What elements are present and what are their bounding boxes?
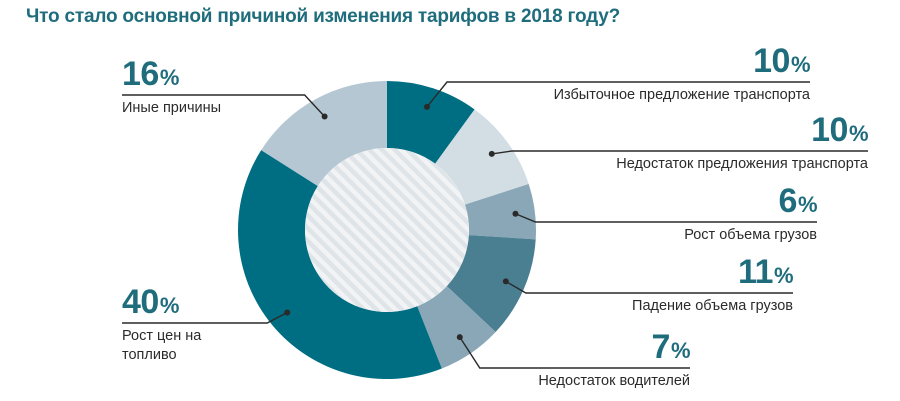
donut-slice [446, 235, 536, 332]
leader-line [491, 150, 868, 155]
donut-slice [435, 109, 529, 205]
slice-label: 10% Недостаток предложения транспорта [616, 113, 868, 174]
slice-value: 40% [122, 285, 222, 323]
slice-value-unit: % [797, 192, 818, 217]
leader-dot [456, 334, 463, 341]
slice-value: 6% [684, 182, 818, 222]
slice-label: 6% Рост объема грузов [684, 184, 817, 245]
leader-dot [512, 210, 519, 217]
slice-value-unit: % [773, 263, 794, 288]
slice-value-number: 7 [651, 328, 671, 366]
leader-line [515, 213, 817, 223]
leader-line [122, 94, 326, 117]
donut-slice [387, 81, 475, 164]
slice-label-text: Недостаток предложения транспорта [616, 156, 868, 172]
donut-slice [238, 150, 442, 379]
leader-dot [488, 150, 495, 157]
slice-label: 11% Падение объема грузов [632, 255, 793, 316]
slice-value-unit: % [790, 52, 811, 77]
leader-line [426, 81, 810, 108]
slice-label: 40% Рост цен на топливо [122, 285, 222, 365]
donut-slice [417, 286, 496, 369]
slice-label-text: Иные причины [122, 100, 222, 116]
slice-value: 11% [632, 253, 794, 293]
slice-label-text: Рост объема грузов [684, 227, 817, 243]
slice-label: 7% Недостаток водителей [538, 330, 690, 391]
slice-value: 16% [122, 57, 221, 95]
slice-value-unit: % [670, 338, 691, 363]
leader-dot [284, 309, 291, 316]
slice-value-number: 16 [122, 55, 159, 93]
donut-slice [464, 183, 536, 240]
slice-label-text: Избыточное предложение транспорта [553, 87, 810, 103]
leader-dot [424, 103, 431, 110]
chart-title: Что стало основной причиной изменения та… [26, 6, 620, 27]
slice-value-unit: % [159, 65, 180, 90]
slice-label-text: Падение объема грузов [632, 298, 793, 314]
slice-value: 10% [616, 113, 868, 151]
slice-value: 10% [554, 44, 810, 82]
donut-center [305, 148, 469, 312]
slice-value: 7% [538, 328, 691, 368]
slice-label: 10% Избыточное предложение транспорта [553, 44, 811, 105]
slice-value-unit: % [159, 293, 180, 318]
leader-line [122, 311, 288, 324]
slice-label: 16% Иные причины [122, 57, 221, 118]
slice-value-number: 10 [811, 111, 848, 149]
slice-value-number: 40 [122, 283, 159, 321]
leader-line [459, 336, 690, 369]
slice-label-text: Недостаток водителей [538, 373, 690, 389]
slice-value-unit: % [848, 121, 869, 146]
slice-value-number: 10 [753, 42, 790, 80]
slice-label-text: Рост цен на топливо [122, 328, 202, 363]
leader-dot [321, 113, 328, 120]
slice-value-number: 6 [778, 182, 798, 220]
leader-line [505, 280, 793, 294]
slice-value-number: 11 [737, 253, 773, 291]
donut-slice [261, 81, 387, 187]
leader-dot [502, 278, 509, 285]
